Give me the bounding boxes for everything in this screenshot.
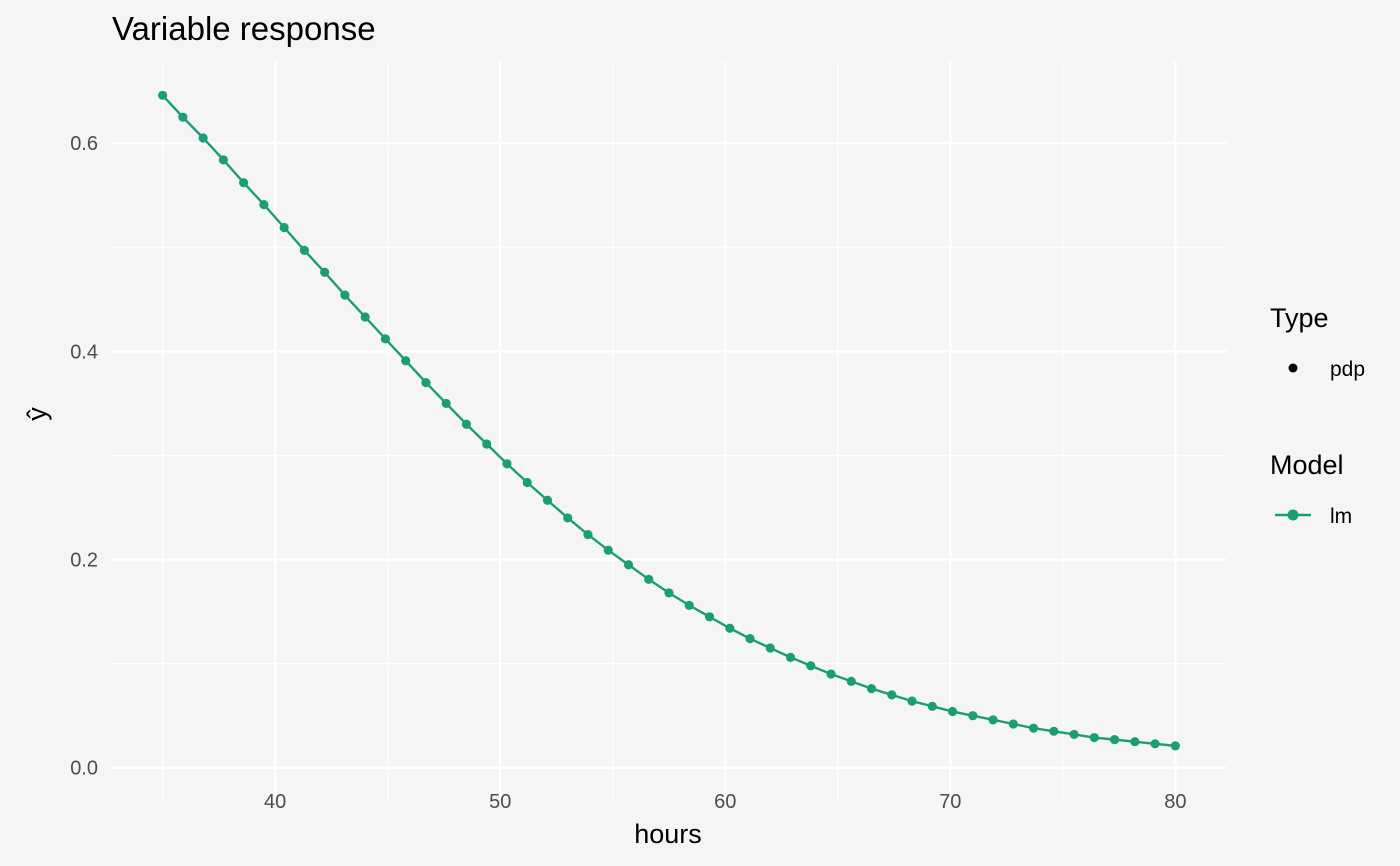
legend-label: lm xyxy=(1330,505,1352,528)
data-point xyxy=(664,588,674,598)
series-layer xyxy=(158,90,1180,751)
data-point xyxy=(158,90,168,100)
data-point xyxy=(218,155,228,165)
data-point xyxy=(1049,726,1059,736)
data-point xyxy=(1170,741,1180,751)
y-tick-label: 0.0 xyxy=(70,758,98,780)
y-axis-title: ŷ xyxy=(22,407,52,421)
data-point xyxy=(927,701,937,711)
data-point xyxy=(603,545,613,555)
data-point xyxy=(988,715,998,725)
data-point xyxy=(1130,737,1140,747)
data-point xyxy=(907,696,917,706)
data-point xyxy=(745,634,755,644)
data-point xyxy=(482,439,492,449)
data-point xyxy=(259,200,269,210)
data-point xyxy=(806,661,816,671)
y-tick-label: 0.4 xyxy=(70,341,98,363)
data-point xyxy=(785,652,796,662)
data-point xyxy=(1069,729,1079,740)
data-point xyxy=(563,513,573,523)
data-point xyxy=(765,643,775,653)
legend-title: Type xyxy=(1270,303,1329,333)
data-point xyxy=(1089,732,1099,743)
data-point xyxy=(340,290,350,300)
data-point xyxy=(198,133,208,143)
x-tick-label: 70 xyxy=(939,791,961,813)
x-tick-label: 50 xyxy=(489,791,511,813)
data-point xyxy=(725,623,735,633)
data-point xyxy=(866,684,877,694)
data-point xyxy=(421,377,431,388)
data-point xyxy=(968,711,978,721)
data-point xyxy=(644,574,654,584)
chart-title: Variable response xyxy=(112,10,376,47)
data-point xyxy=(583,529,593,540)
legend-label: pdp xyxy=(1330,358,1365,381)
data-point xyxy=(502,459,512,469)
data-point xyxy=(1150,739,1160,749)
legend: Type pdp Model lm xyxy=(1270,303,1365,528)
data-point xyxy=(1110,735,1120,745)
data-point xyxy=(846,676,856,686)
grid xyxy=(112,62,1226,800)
data-point xyxy=(401,356,411,366)
y-tick-label: 0.2 xyxy=(70,550,98,572)
data-point xyxy=(947,706,958,717)
x-axis-title: hours xyxy=(634,819,702,849)
data-point xyxy=(360,312,370,322)
data-point xyxy=(826,669,836,679)
y-tick-label: 0.6 xyxy=(70,133,98,155)
data-point xyxy=(380,334,391,344)
data-point xyxy=(1008,719,1018,729)
data-point xyxy=(542,495,553,505)
tick-labels: 40 50 60 70 80 0.0 0.2 0.4 0.6 xyxy=(70,133,1186,813)
data-point xyxy=(887,690,897,700)
x-tick-label: 60 xyxy=(714,791,736,813)
data-point xyxy=(461,419,472,429)
data-point xyxy=(279,222,289,233)
legend-key-point xyxy=(1287,509,1299,521)
data-point xyxy=(704,612,715,622)
data-point xyxy=(299,245,310,256)
legend-key-point xyxy=(1288,363,1298,373)
data-point xyxy=(623,560,634,570)
data-point xyxy=(178,112,188,122)
data-point xyxy=(239,178,249,188)
data-point xyxy=(522,477,532,488)
x-tick-label: 40 xyxy=(264,791,286,813)
data-point xyxy=(320,267,330,277)
data-point xyxy=(684,600,694,610)
data-point xyxy=(1028,723,1039,733)
x-tick-label: 80 xyxy=(1164,791,1186,813)
legend-title: Model xyxy=(1270,450,1344,480)
data-point xyxy=(441,398,451,409)
